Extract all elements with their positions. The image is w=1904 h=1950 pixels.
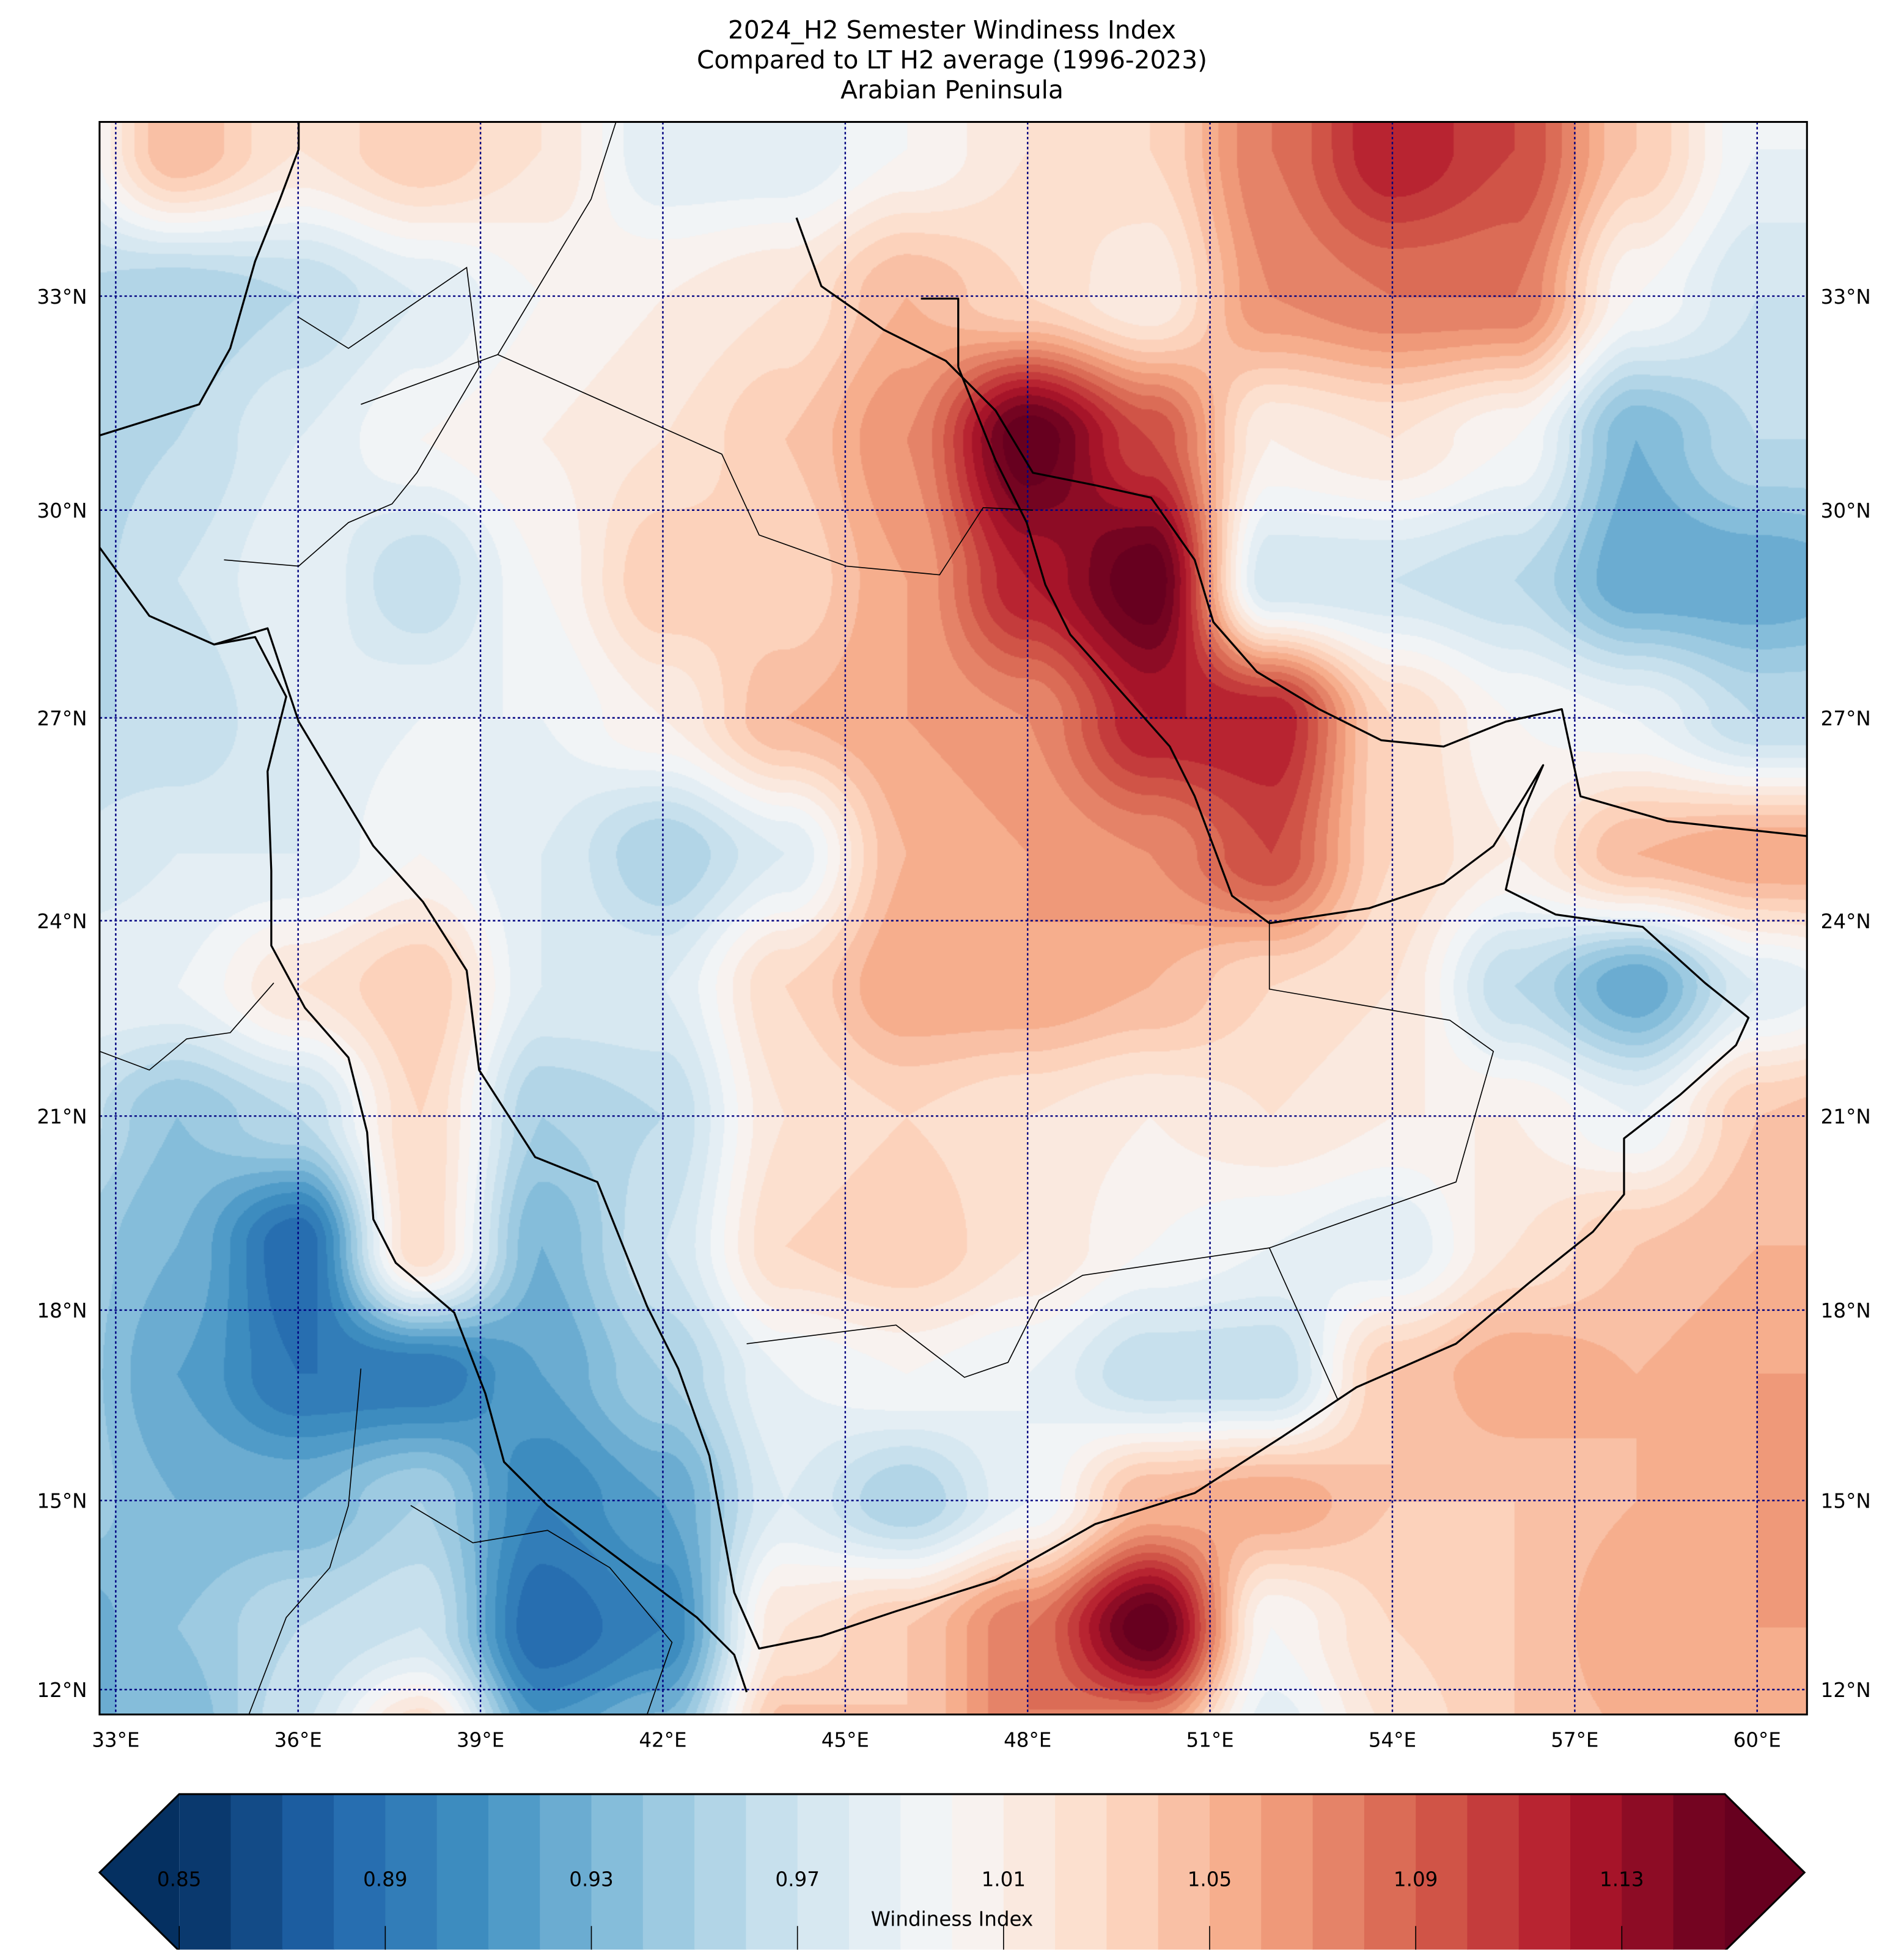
colorbar-tick-label: 0.93: [569, 1868, 614, 1891]
lon-label: 42°E: [639, 1729, 686, 1752]
lat-label-right: 30°N: [1821, 499, 1871, 522]
border: [746, 920, 1494, 1378]
colorbar-bin: [230, 1794, 283, 1950]
colorbar-ticks: 0.85 0.89 0.93 0.97 1.01 1.05 1.09 1.13: [157, 1868, 1644, 1950]
longitude-labels: 33°E 36°E 39°E 42°E 45°E 48°E 51°E 54°E 57°E 60°E: [92, 1729, 1781, 1752]
colorbar-tick-label: 1.01: [982, 1868, 1026, 1891]
border: [248, 1368, 362, 1715]
colorbar-label: Windiness Index: [871, 1908, 1033, 1931]
colorbar-bin: [1364, 1794, 1417, 1950]
lon-label: 57°E: [1551, 1729, 1598, 1752]
border: [1268, 1247, 1339, 1400]
title-line-1: 2024_H2 Semester Windiness Index: [728, 15, 1177, 45]
windiness-field-map: [99, 122, 1807, 1715]
lon-label: 60°E: [1733, 1729, 1781, 1752]
colorbar-bin: [179, 1794, 232, 1950]
coastline-persian-gulf-west: [921, 298, 960, 367]
colorbar-bin: [1467, 1794, 1520, 1950]
colorbar-tick-label: 0.89: [363, 1868, 408, 1891]
colorbar-extend-low: [99, 1794, 180, 1950]
colorbar-bin: [385, 1794, 438, 1950]
colorbar-bin: [746, 1794, 798, 1950]
colorbar-tick-label: 0.97: [775, 1868, 820, 1891]
colorbar-bin: [1209, 1794, 1262, 1950]
lat-label-right: 15°N: [1821, 1490, 1871, 1513]
lat-label-left: 15°N: [37, 1490, 87, 1513]
colorbar-outline: [98, 1793, 1806, 1950]
lat-label-right: 27°N: [1821, 707, 1871, 730]
border: [497, 122, 617, 355]
border: [99, 982, 274, 1071]
colorbar-tick-label: 0.85: [157, 1868, 202, 1891]
colorbar-bin: [797, 1794, 850, 1950]
colorbar-bin: [334, 1794, 386, 1950]
lat-label-left: 12°N: [37, 1679, 87, 1702]
lon-label: 54°E: [1369, 1729, 1416, 1752]
colorbar-bin: [1622, 1794, 1674, 1950]
lat-label-left: 24°N: [37, 910, 87, 933]
graticule: [99, 122, 1807, 1715]
colorbar-tick-label: 1.05: [1188, 1868, 1232, 1891]
lon-label: 45°E: [822, 1729, 869, 1752]
colorbar-tick-label: 1.09: [1394, 1868, 1438, 1891]
colorbar-bin: [1518, 1794, 1571, 1950]
lat-label-left: 33°N: [37, 285, 87, 309]
lat-label-left: 18°N: [37, 1299, 87, 1322]
lat-label-left: 30°N: [37, 499, 87, 522]
border: [224, 266, 480, 567]
lat-label-right: 21°N: [1821, 1105, 1871, 1129]
colorbar-extend-high: [1724, 1794, 1805, 1950]
lon-label: 33°E: [92, 1729, 139, 1752]
colorbar-bin: [694, 1794, 747, 1950]
colorbar-bin: [1416, 1794, 1468, 1950]
lat-label-left: 21°N: [37, 1105, 87, 1129]
colorbar-bin: [1055, 1794, 1108, 1950]
coastline-arabia: [213, 367, 1750, 1650]
title-line-2: Compared to LT H2 average (1996-2023): [697, 45, 1208, 75]
colorbar-bin: [848, 1794, 902, 1950]
coastline-africa-red-sea: [98, 546, 748, 1693]
border: [361, 354, 1033, 576]
colorbar-bin: [1106, 1794, 1159, 1950]
lat-label-right: 24°N: [1821, 910, 1871, 933]
colorbar-bin: [900, 1794, 953, 1950]
title-line-3: Arabian Peninsula: [840, 75, 1064, 105]
colorbar-bin: [488, 1794, 541, 1950]
lat-label-right: 33°N: [1821, 285, 1871, 309]
lat-label-right: 18°N: [1821, 1299, 1871, 1322]
border: [410, 1505, 673, 1715]
colorbar-bin: [436, 1794, 490, 1950]
lon-label: 39°E: [457, 1729, 504, 1752]
lat-label-right: 12°N: [1821, 1679, 1871, 1702]
lon-label: 51°E: [1186, 1729, 1233, 1752]
colorbar-bin: [1673, 1794, 1726, 1950]
colorbar-bin: [1003, 1794, 1056, 1950]
colorbar-bin: [540, 1794, 592, 1950]
colorbar-bin: [642, 1794, 696, 1950]
map-frame: [98, 121, 1808, 1716]
lon-label: 36°E: [274, 1729, 322, 1752]
coastline-mediterranean: [99, 122, 300, 437]
colorbar-bin: [1570, 1794, 1623, 1950]
colorbar-bins: [179, 1794, 1726, 1950]
colorbar-bin: [282, 1794, 335, 1950]
latitude-labels: 33°N 33°N 30°N 30°N 27°N 27°N 24°N 24°N 21°N 21°N…: [37, 285, 1870, 1702]
country-borders: [99, 122, 1494, 1715]
lon-label: 48°E: [1004, 1729, 1051, 1752]
colorbar: 0.85 0.89 0.93 0.97 1.01 1.05 1.09 1.13 Windine…: [98, 1793, 1806, 1950]
colorbar-bin: [952, 1794, 1005, 1950]
coastlines: [98, 122, 1807, 1693]
colorbar-tick-label: 1.13: [1600, 1868, 1644, 1891]
coastline-iran: [795, 217, 1807, 837]
lat-label-left: 27°N: [37, 707, 87, 730]
colorbar-bin: [1261, 1794, 1314, 1950]
colorbar-bin: [1312, 1794, 1366, 1950]
colorbar-bin: [1158, 1794, 1211, 1950]
colorbar-bin: [591, 1794, 644, 1950]
